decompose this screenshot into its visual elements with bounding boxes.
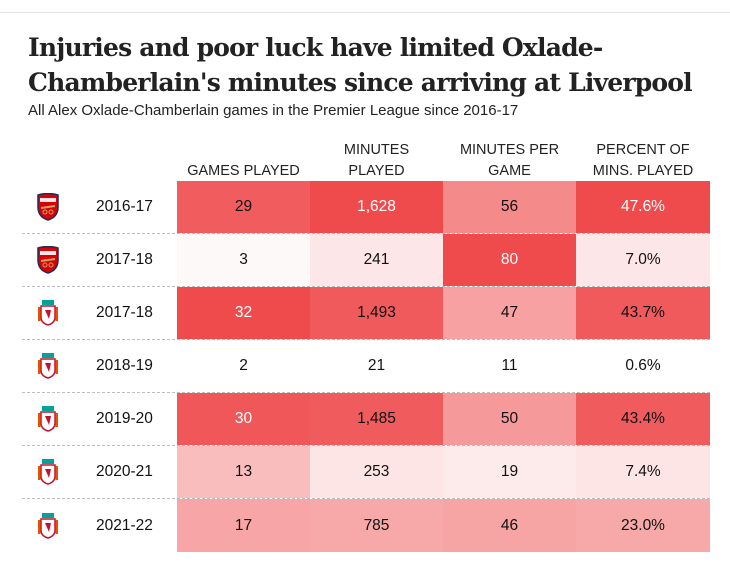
liverpool-crest-icon <box>22 512 74 540</box>
table-row: 2016-17 29 1,628 56 47.6% <box>22 181 710 234</box>
season-label: 2021-22 <box>96 516 153 534</box>
heat-cell-mpg: 46 <box>443 499 576 552</box>
heatmap-table: 2016-17 29 1,628 56 47.6% 2017-18 3 241 80 7.0% 20… <box>22 181 710 552</box>
heat-cell-pct: 23.0% <box>576 499 710 552</box>
row-label: 2018-19 <box>22 340 177 392</box>
header-percent-mins: PERCENT OF MINS. PLAYED <box>576 140 710 182</box>
chart-title: Injuries and poor luck have limited Oxla… <box>28 33 693 97</box>
arsenal-crest-icon <box>22 193 74 221</box>
table-row: 2017-18 3 241 80 7.0% <box>22 234 710 287</box>
header-mpg-label: MINUTES PER GAME <box>459 142 560 179</box>
row-label: 2020-21 <box>22 446 177 498</box>
liverpool-crest-icon <box>22 299 74 327</box>
season-label: 2020-21 <box>96 463 153 480</box>
season-label: 2016-17 <box>96 198 153 215</box>
heat-cell-pct: 47.6% <box>576 181 710 233</box>
heat-cell-mpg: 47 <box>443 287 576 339</box>
header-pct-label: PERCENT OF MINS. PLAYED <box>592 142 694 179</box>
heat-cell-mpg: 56 <box>443 181 576 233</box>
heat-cell-pct: 7.0% <box>576 234 710 286</box>
heat-cell-games: 3 <box>177 234 310 286</box>
heat-cell-minutes: 241 <box>310 234 443 286</box>
table-row: 2017-18 32 1,493 47 43.7% <box>22 287 710 340</box>
heat-cell-minutes: 785 <box>310 499 443 552</box>
heat-cell-games: 30 <box>177 393 310 445</box>
heat-cell-games: 17 <box>177 499 310 552</box>
row-label: 2017-18 <box>22 234 177 286</box>
row-label: 2017-18 <box>22 287 177 339</box>
header-minutes-label: MINUTES PLAYED <box>343 142 410 179</box>
arsenal-crest-icon <box>22 246 74 274</box>
heat-cell-games: 13 <box>177 446 310 498</box>
heat-cell-pct: 7.4% <box>576 446 710 498</box>
heat-cell-pct: 43.4% <box>576 393 710 445</box>
season-label: 2018-19 <box>96 357 153 374</box>
heat-cell-games: 2 <box>177 340 310 392</box>
liverpool-crest-icon <box>22 352 74 380</box>
heat-cell-games: 29 <box>177 181 310 233</box>
liverpool-crest-icon <box>22 405 74 433</box>
heat-cell-pct: 43.7% <box>576 287 710 339</box>
heat-cell-games: 32 <box>177 287 310 339</box>
season-label: 2017-18 <box>96 304 153 321</box>
heat-cell-minutes: 1,628 <box>310 181 443 233</box>
heat-cell-minutes: 1,493 <box>310 287 443 339</box>
liverpool-crest-icon <box>22 458 74 486</box>
heat-cell-minutes: 21 <box>310 340 443 392</box>
heat-cell-mpg: 50 <box>443 393 576 445</box>
row-label: 2019-20 <box>22 393 177 445</box>
table-row: 2018-19 2 21 11 0.6% <box>22 340 710 393</box>
heat-cell-pct: 0.6% <box>576 340 710 392</box>
header-minutes-played: MINUTES PLAYED <box>310 140 443 182</box>
season-label: 2019-20 <box>96 410 153 427</box>
season-label: 2017-18 <box>96 251 153 268</box>
heat-cell-minutes: 253 <box>310 446 443 498</box>
header-games-label: GAMES PLAYED <box>187 163 300 179</box>
table-row: 2021-22 17 785 46 23.0% <box>22 499 710 552</box>
row-label: 2021-22 <box>22 499 177 552</box>
header-minutes-per-game: MINUTES PER GAME <box>443 140 576 182</box>
heat-cell-mpg: 11 <box>443 340 576 392</box>
chart-subtitle: All Alex Oxlade-Chamberlain games in the… <box>28 102 519 119</box>
table-row: 2020-21 13 253 19 7.4% <box>22 446 710 499</box>
heat-cell-mpg: 80 <box>443 234 576 286</box>
heat-cell-minutes: 1,485 <box>310 393 443 445</box>
top-divider <box>0 12 730 13</box>
heat-cell-mpg: 19 <box>443 446 576 498</box>
table-row: 2019-20 30 1,485 50 43.4% <box>22 393 710 446</box>
header-games-played: GAMES PLAYED <box>177 140 310 182</box>
row-label: 2016-17 <box>22 181 177 233</box>
